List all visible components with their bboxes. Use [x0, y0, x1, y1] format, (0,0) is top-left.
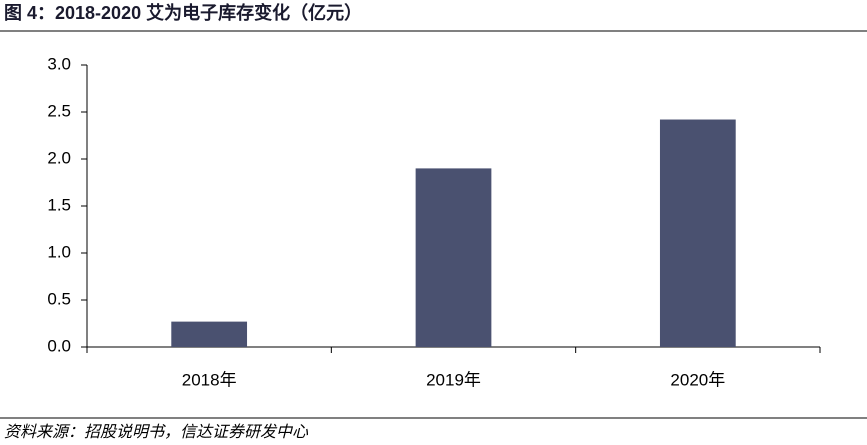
y-tick-label: 3.0: [47, 54, 71, 73]
x-tick-label: 2020年: [670, 370, 725, 389]
y-tick-label: 0.5: [47, 289, 71, 308]
x-tick-label: 2018年: [182, 370, 237, 389]
bar: [659, 119, 736, 348]
y-tick-label: 1.5: [47, 195, 71, 214]
source-note: 资料来源：招股说明书，信达证券研发中心: [4, 423, 309, 441]
y-tick-label: 2.5: [47, 101, 71, 120]
bar: [171, 321, 248, 347]
y-tick-label: 1.0: [47, 242, 71, 261]
y-tick-label: 2.0: [47, 148, 71, 167]
chart-title: 图 4：2018-2020 艾为电子库存变化（亿元）: [4, 2, 362, 23]
y-tick-label: 0.0: [47, 336, 71, 355]
bar: [415, 168, 492, 347]
x-tick-label: 2019年: [426, 370, 481, 389]
